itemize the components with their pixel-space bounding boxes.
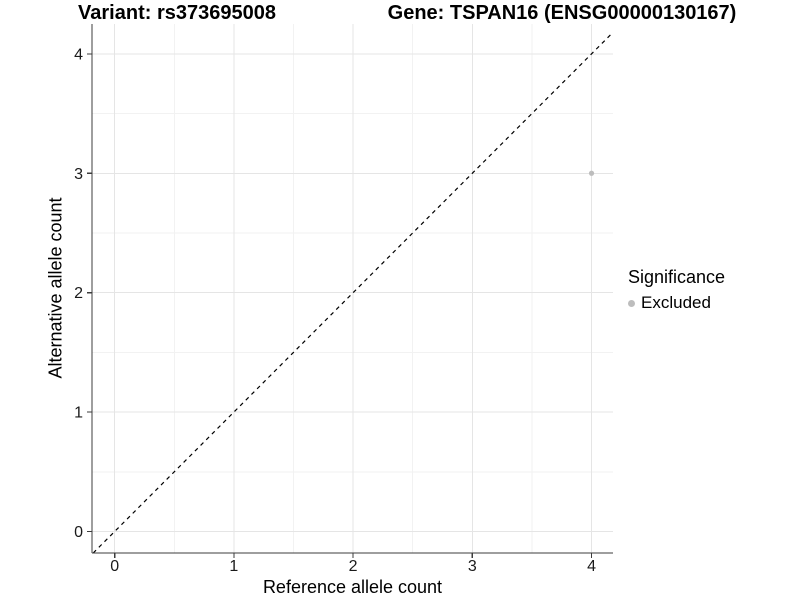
y-tick-label: 4 [74,46,83,63]
identity-dashed-line [92,31,614,554]
tick-marks [87,53,593,558]
x-tick-label: 0 [110,558,119,575]
x-tick-label: 2 [349,558,358,575]
identity-line [92,31,614,554]
data-points [588,170,595,176]
x-tick-label: 1 [229,558,238,575]
grid-major [92,24,613,553]
legend-point-icon [628,299,635,307]
y-tick-label: 1 [74,405,83,422]
data-point [588,170,595,176]
y-tick-label: 3 [74,166,83,183]
axis-lines [91,24,613,554]
legend-title: Significance [628,267,726,287]
plot-title-variant: Variant: rs373695008 [78,2,276,24]
x-tick-label: 4 [587,558,596,575]
y-axis-title: Alternative allele count [45,197,66,379]
y-tick-label: 0 [74,524,83,541]
y-tick-labels: 0 1 2 3 4 [74,46,83,541]
grid-minor [92,24,613,553]
legend-item-excluded: Excluded [628,293,725,313]
legend-item-label: Excluded [641,293,711,312]
legend: Significance Excluded [628,267,725,313]
y-tick-label: 2 [74,285,83,302]
x-tick-labels: 0 1 2 3 4 [110,558,596,575]
x-tick-label: 3 [468,558,477,575]
plot-title-gene: Gene: TSPAN16 (ENSG00000130167) [387,2,737,24]
x-axis-title: Reference allele count [262,577,443,597]
